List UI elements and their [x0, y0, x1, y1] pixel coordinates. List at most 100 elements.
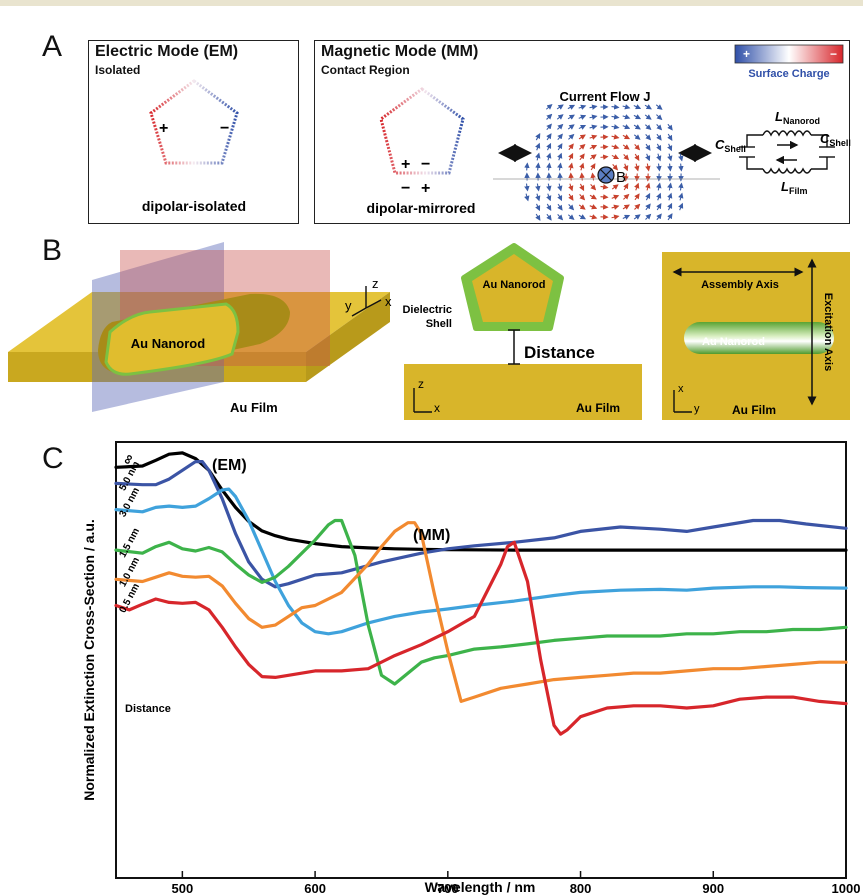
current-vector — [579, 194, 586, 201]
lc-circuit-diagram — [739, 130, 835, 174]
current-vector — [645, 143, 651, 151]
current-vector — [678, 182, 684, 191]
panel-c-letter: C — [42, 442, 64, 475]
current-vector — [633, 124, 641, 130]
series-line — [114, 540, 848, 736]
current-vector — [546, 123, 552, 131]
current-vector — [645, 182, 651, 191]
current-vector — [546, 203, 552, 212]
current-vector — [656, 203, 662, 211]
current-vector — [623, 183, 629, 191]
dielectric-label-line2: Shell — [426, 318, 452, 330]
colorbar-gradient — [734, 44, 844, 64]
scene-axis-z: z — [372, 276, 379, 291]
em-subtitle: Isolated — [95, 63, 141, 77]
current-vector — [556, 114, 564, 120]
colorbar-minus: − — [830, 47, 837, 61]
current-vector — [655, 104, 663, 110]
current-vector — [567, 114, 575, 120]
current-vector — [578, 134, 586, 140]
colorbar-plus: + — [743, 47, 750, 61]
current-vector — [567, 124, 575, 130]
chart-series-labels: ∞5.0 nm3.0 nm1.5 nm1.0 nm0.5 nm — [117, 451, 142, 615]
current-vector — [568, 193, 574, 201]
panel-a-letter: A — [42, 30, 63, 63]
mm-caption: dipolar-mirrored — [367, 200, 476, 216]
top-film-label: Au Film — [732, 403, 776, 417]
current-vector — [667, 182, 673, 191]
series-line — [114, 518, 848, 686]
current-vector — [645, 163, 651, 172]
current-vector — [611, 194, 620, 200]
chart-series-lines — [114, 451, 848, 736]
mm-box: Magnetic Mode (MM) Contact Region + − Su… — [314, 40, 851, 224]
current-vector — [557, 133, 563, 141]
current-vector — [667, 202, 673, 211]
x-tick-label: 700 — [437, 881, 459, 895]
current-vector — [578, 204, 586, 210]
top-rod — [684, 322, 834, 354]
current-vector — [546, 162, 552, 171]
em-charge-outline — [149, 79, 239, 165]
current-vector — [656, 163, 662, 172]
current-vector — [546, 113, 553, 120]
chart-x-label: Wavelength / nm — [425, 879, 536, 895]
mm-top-minus: − — [421, 156, 430, 173]
current-vector — [622, 134, 631, 140]
current-vector — [546, 142, 552, 151]
series-label: 1.0 nm — [117, 556, 142, 589]
current-vector — [678, 163, 684, 172]
current-vector — [589, 154, 597, 160]
current-vector — [579, 153, 585, 161]
current-vector — [656, 124, 663, 131]
current-vector — [633, 134, 641, 140]
current-vector — [678, 192, 684, 201]
x-tick-label: 800 — [570, 881, 592, 895]
mm-bottom-plus: + — [421, 180, 430, 197]
em-box: Electric Mode (EM) Isolated + − dipolar-… — [88, 40, 299, 224]
scene-rod-front — [104, 302, 240, 376]
current-vector — [578, 214, 586, 220]
circuit-l-nanorod: LNanorod — [775, 109, 820, 126]
mm-charge-outline — [379, 87, 465, 175]
em-minus-sign: − — [220, 120, 229, 137]
current-vector — [622, 104, 631, 110]
current-vector — [568, 183, 574, 192]
current-vector — [546, 152, 552, 161]
current-vector — [611, 214, 620, 220]
current-vector — [578, 114, 587, 120]
current-vector — [611, 204, 620, 210]
x-tick-label: 600 — [304, 881, 326, 895]
current-flow-title: Current Flow J — [559, 89, 650, 104]
top-axis-x: x — [678, 383, 684, 395]
current-vector — [611, 114, 620, 120]
chart-x-ticks: 500 600 700 800 900 1000 — [172, 871, 861, 895]
current-vector — [590, 163, 596, 171]
em-pentagon-diagram: + − dipolar-isolated — [142, 79, 246, 214]
x-tick-label: 1000 — [832, 881, 861, 895]
current-vector — [611, 124, 620, 130]
current-vector — [535, 132, 541, 141]
current-vector — [568, 152, 574, 161]
current-vector — [645, 134, 652, 141]
current-vector — [656, 133, 662, 141]
cross-film — [404, 364, 642, 420]
scene-rod-label: Au Nanorod — [131, 336, 205, 351]
current-vector — [633, 104, 642, 110]
cross-axis-z: z — [418, 377, 424, 391]
current-vector — [546, 193, 552, 202]
distance-legend-label: Distance — [125, 703, 171, 715]
current-vector — [656, 143, 662, 152]
assembly-axis-label: Assembly Axis — [701, 279, 779, 291]
current-vector — [622, 204, 630, 210]
current-vector — [645, 153, 651, 162]
b-top-view: Au Nanorod Assembly Axis Excitation Axis… — [662, 252, 850, 420]
current-vector — [667, 123, 673, 131]
current-vector — [546, 133, 552, 141]
current-vector — [546, 213, 552, 221]
current-vector — [567, 104, 576, 110]
current-vector — [667, 133, 673, 141]
current-vector — [645, 192, 651, 201]
current-vector — [622, 144, 630, 150]
